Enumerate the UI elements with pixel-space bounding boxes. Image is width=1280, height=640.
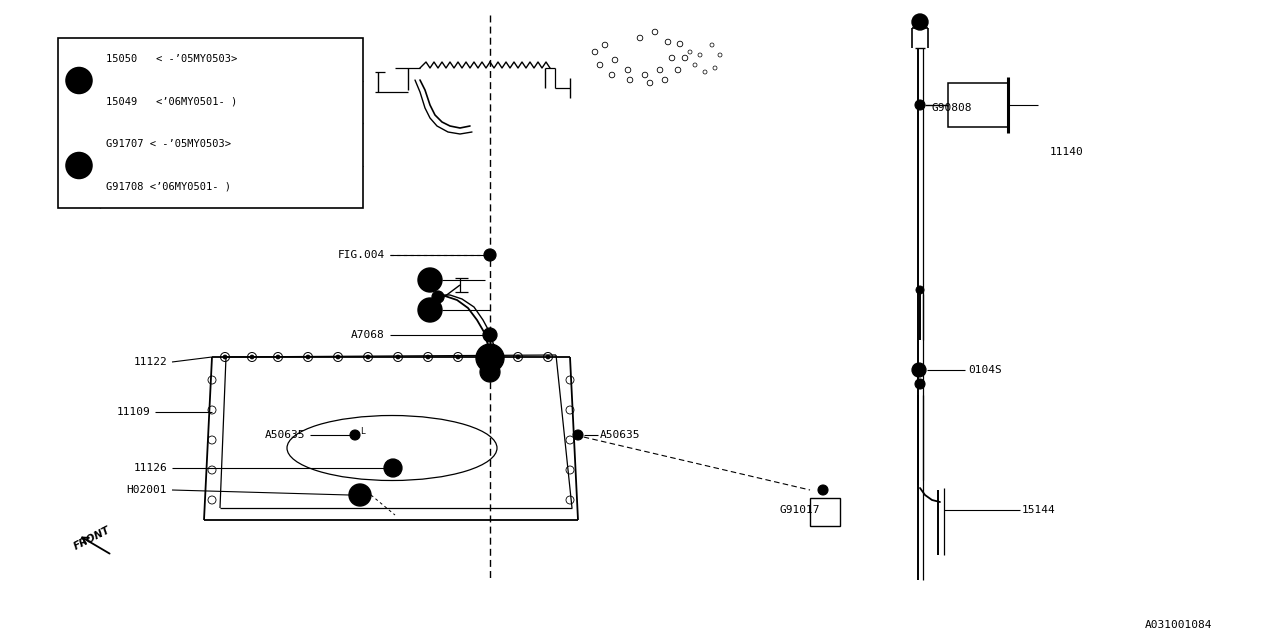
Text: 0104S: 0104S xyxy=(968,365,1002,375)
Circle shape xyxy=(223,355,227,359)
Circle shape xyxy=(396,355,399,359)
Circle shape xyxy=(911,363,925,377)
Circle shape xyxy=(573,430,582,440)
Text: FIG.004: FIG.004 xyxy=(338,250,385,260)
Circle shape xyxy=(349,430,360,440)
Text: G91017: G91017 xyxy=(780,505,820,515)
Circle shape xyxy=(516,355,520,359)
Text: A7068: A7068 xyxy=(351,330,385,340)
Circle shape xyxy=(484,249,497,261)
Text: 15049   <’06MY0501- ): 15049 <’06MY0501- ) xyxy=(106,97,237,107)
Circle shape xyxy=(306,355,310,359)
Text: 1: 1 xyxy=(426,305,434,315)
Text: 1: 1 xyxy=(76,74,83,87)
Circle shape xyxy=(486,355,490,359)
Circle shape xyxy=(916,286,924,294)
Circle shape xyxy=(366,355,370,359)
Circle shape xyxy=(483,328,497,342)
Circle shape xyxy=(915,100,925,110)
Circle shape xyxy=(419,298,442,322)
Circle shape xyxy=(419,268,442,292)
Text: A50635: A50635 xyxy=(265,430,305,440)
Text: G91708 <’06MY0501- ): G91708 <’06MY0501- ) xyxy=(106,182,230,192)
Text: 15144: 15144 xyxy=(1021,505,1056,515)
Circle shape xyxy=(349,484,371,506)
Text: A031001084: A031001084 xyxy=(1146,620,1212,630)
Circle shape xyxy=(547,355,550,359)
Circle shape xyxy=(335,355,340,359)
Text: 11109: 11109 xyxy=(116,407,150,417)
Text: 2: 2 xyxy=(426,275,434,285)
Circle shape xyxy=(426,355,430,359)
Circle shape xyxy=(67,67,92,93)
Text: A50635: A50635 xyxy=(600,430,640,440)
Circle shape xyxy=(250,355,253,359)
Circle shape xyxy=(476,344,504,372)
Circle shape xyxy=(276,355,280,359)
Circle shape xyxy=(384,459,402,477)
Bar xyxy=(810,498,840,526)
Text: FRONT: FRONT xyxy=(72,525,113,552)
Circle shape xyxy=(911,14,928,30)
Circle shape xyxy=(67,152,92,179)
Text: 11126: 11126 xyxy=(133,463,166,473)
Text: G90808: G90808 xyxy=(932,103,973,113)
Text: H02001: H02001 xyxy=(127,485,166,495)
Bar xyxy=(948,83,1009,127)
Text: 11122: 11122 xyxy=(133,357,166,367)
Circle shape xyxy=(480,362,500,382)
Circle shape xyxy=(915,379,925,389)
Text: 2: 2 xyxy=(76,159,83,172)
Text: 11140: 11140 xyxy=(1050,147,1084,157)
Text: G91707 < -’05MY0503>: G91707 < -’05MY0503> xyxy=(106,140,230,149)
Text: L: L xyxy=(360,428,365,436)
Text: 15050   < -’05MY0503>: 15050 < -’05MY0503> xyxy=(106,54,237,64)
Circle shape xyxy=(433,291,444,303)
Bar xyxy=(58,38,364,208)
Circle shape xyxy=(456,355,460,359)
Circle shape xyxy=(818,485,828,495)
